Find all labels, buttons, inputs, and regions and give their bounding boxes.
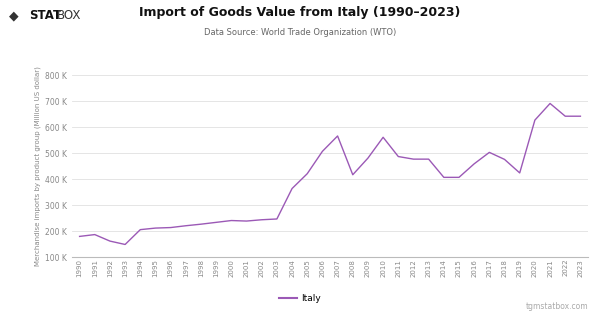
Text: ◆: ◆ <box>9 9 19 22</box>
Text: STAT: STAT <box>29 9 61 22</box>
Text: Data Source: World Trade Organization (WTO): Data Source: World Trade Organization (W… <box>204 28 396 37</box>
Text: tgmstatbox.com: tgmstatbox.com <box>526 302 588 311</box>
Legend: Italy: Italy <box>275 290 325 306</box>
Text: Import of Goods Value from Italy (1990–2023): Import of Goods Value from Italy (1990–2… <box>139 6 461 19</box>
Y-axis label: Merchandise imports by product group (Million US dollar): Merchandise imports by product group (Mi… <box>34 67 41 266</box>
Text: BOX: BOX <box>56 9 81 22</box>
